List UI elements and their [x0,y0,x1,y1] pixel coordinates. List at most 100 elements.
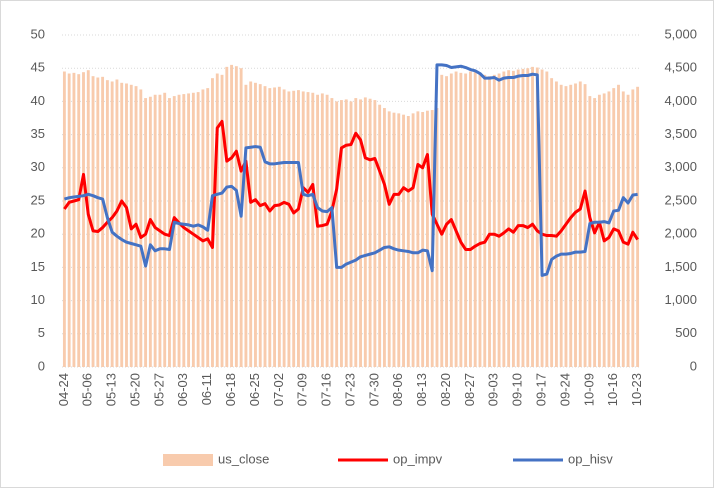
bar [602,93,606,367]
legend-label: op_hisv [568,451,613,466]
bar [368,98,372,367]
y-tick-label: 30 [31,159,45,174]
bar [421,112,425,367]
bar [62,71,66,368]
x-tick-label: 10-09 [581,373,596,406]
bar [139,89,143,367]
x-tick-label: 08-06 [390,373,405,406]
bar [287,91,291,367]
bar [330,98,334,367]
x-tick-label: 08-13 [414,373,429,406]
bar [335,101,339,368]
x-tick-label: 07-09 [295,373,310,406]
bar [473,70,477,367]
x-tick-label: 07-16 [319,373,334,406]
bar [445,76,448,367]
bar [383,108,386,367]
bar [626,94,630,367]
bar [521,68,525,367]
bar [631,89,635,367]
bar [416,111,420,367]
bar [454,71,458,368]
bar [67,73,71,368]
bar [77,74,81,368]
x-tick-label: 05-27 [151,373,166,406]
x-tick-label: 07-30 [366,373,381,406]
bar [554,81,558,367]
bar [101,76,105,367]
y2-tick-label: 0 [690,358,697,373]
y2-tick-label: 1,000 [664,292,697,307]
x-tick-label: 05-13 [104,373,119,406]
x-tick-label: 09-24 [557,373,572,406]
bar [387,111,391,367]
bar [397,113,401,368]
bar [153,94,157,367]
x-tick-label: 09-03 [486,373,501,406]
x-tick-label: 09-10 [510,373,525,406]
bar [91,76,95,367]
x-tick-label: 04-24 [56,373,71,406]
legend-label: us_close [218,451,269,466]
bar [311,92,315,367]
bar [440,74,444,367]
bar [225,66,229,367]
x-tick-label: 05-20 [127,373,142,406]
bar [96,77,100,367]
bar [234,66,238,367]
y2-tick-label: 1,500 [664,259,697,274]
bar [488,76,491,367]
bar [373,100,377,368]
bar [273,87,277,368]
y2-tick-label: 500 [675,325,697,340]
bar [263,86,267,368]
bar [349,101,353,368]
bar [244,84,248,368]
x-tick-label: 06-03 [175,373,190,406]
bar [297,90,300,367]
y2-tick-label: 2,000 [664,226,697,241]
y2-tick-label: 5,000 [664,26,697,41]
y-tick-label: 40 [31,93,45,108]
bar [636,86,640,368]
line [63,63,638,277]
bar [535,67,539,367]
bar [392,112,396,367]
bar [249,81,253,367]
bar [306,92,310,367]
bar [531,66,534,367]
bar [196,92,200,367]
y-tick-label: 25 [31,192,45,207]
legend-swatch [163,454,213,466]
bar [459,72,463,368]
bar [363,97,367,367]
x-tick-label: 06-18 [223,373,238,406]
bar [621,91,625,367]
y-tick-label: 20 [31,226,45,241]
x-tick-label: 09-17 [534,373,549,406]
bar [545,71,549,368]
bar [617,84,620,368]
bar [344,99,348,368]
bar [268,88,272,368]
bar [230,64,234,367]
bar [378,104,382,367]
x-tick-label: 06-25 [247,373,262,406]
y-tick-label: 45 [31,60,45,75]
bar [215,73,219,368]
y-tick-label: 35 [31,126,45,141]
bar [559,84,563,368]
bar [502,71,506,368]
bar [120,82,124,368]
x-tick-label: 08-20 [438,373,453,406]
bar [110,81,114,367]
bar [359,99,362,368]
x-tick-label: 05-06 [80,373,95,406]
bar [497,73,501,368]
bar [163,92,167,367]
bar [578,81,582,367]
bar [550,78,554,367]
bar [72,72,76,368]
bar [492,74,496,367]
